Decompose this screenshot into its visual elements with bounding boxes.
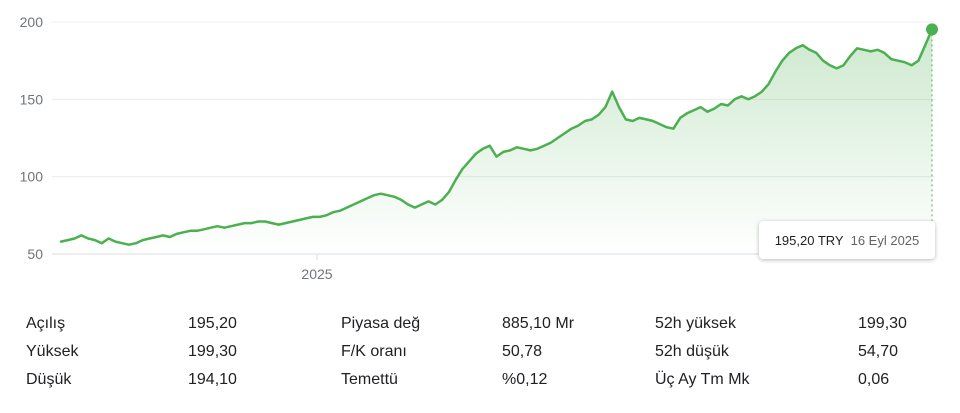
stat-value: 885,10 Mr [502,315,575,332]
stat-row-52w-high: 52h yüksek 199,30 [655,310,935,338]
stat-value: 0,06 [858,371,890,388]
price-tooltip: 195,20 TRY 16 Eyl 2025 [759,221,935,259]
stats-column-2: Piyasa değ 885,10 Mr F/K oranı 50,78 Tem… [341,310,611,394]
stat-row-open: Açılış 195,20 [26,310,256,338]
stat-value: 195,20 [188,315,237,332]
stat-label: Temettü [341,371,398,388]
stat-value: 199,30 [188,343,237,360]
y-tick-label: 50 [27,246,43,262]
stat-row-dividend: Temettü %0,12 [341,366,611,394]
tooltip-date: 16 Eyl 2025 [850,232,920,248]
stat-row-pe-ratio: F/K oranı 50,78 [341,338,611,366]
y-axis-ticks: 50 100 150 200 [20,14,44,262]
stat-value: %0,12 [502,371,548,388]
x-tick-label: 2025 [301,266,332,282]
stat-label: 52h düşük [655,343,729,360]
stat-label: Piyasa değ [341,315,421,332]
stat-row-high: Yüksek 199,30 [26,338,256,366]
price-area-fill [61,29,932,255]
stat-label: 52h yüksek [655,315,736,332]
stats-column-3: 52h yüksek 199,30 52h düşük 54,70 Üç Ay … [655,310,935,394]
stat-value: 194,10 [188,371,237,388]
stats-table: Açılış 195,20 Yüksek 199,30 Düşük 194,10… [0,310,960,400]
price-line [59,28,934,246]
stat-label: Düşük [26,371,72,388]
stat-label: F/K oranı [341,343,407,360]
stat-label: Yüksek [26,343,79,360]
y-tick-label: 100 [20,169,44,185]
stat-label: Üç Ay Tm Mk [655,371,750,388]
stat-row-52w-low: 52h düşük 54,70 [655,338,935,366]
stats-column-1: Açılış 195,20 Yüksek 199,30 Düşük 194,10 [26,310,256,394]
stat-value: 199,30 [858,315,907,332]
stat-value: 50,78 [502,343,543,360]
tooltip-price: 195,20 TRY [774,232,844,248]
last-price-point[interactable] [926,23,938,36]
y-tick-label: 150 [20,91,44,107]
stat-row-low: Düşük 194,10 [26,366,256,394]
stat-value: 54,70 [858,343,899,360]
y-tick-label: 200 [20,14,44,30]
x-axis-ticks: 2025 [301,254,333,282]
price-chart[interactable]: 50 100 150 200 2025 [0,0,960,290]
stat-row-market-cap: Piyasa değ 885,10 Mr [341,310,611,338]
stat-label: Açılış [26,315,66,332]
stat-row-3m-avg-volume: Üç Ay Tm Mk 0,06 [655,366,935,394]
